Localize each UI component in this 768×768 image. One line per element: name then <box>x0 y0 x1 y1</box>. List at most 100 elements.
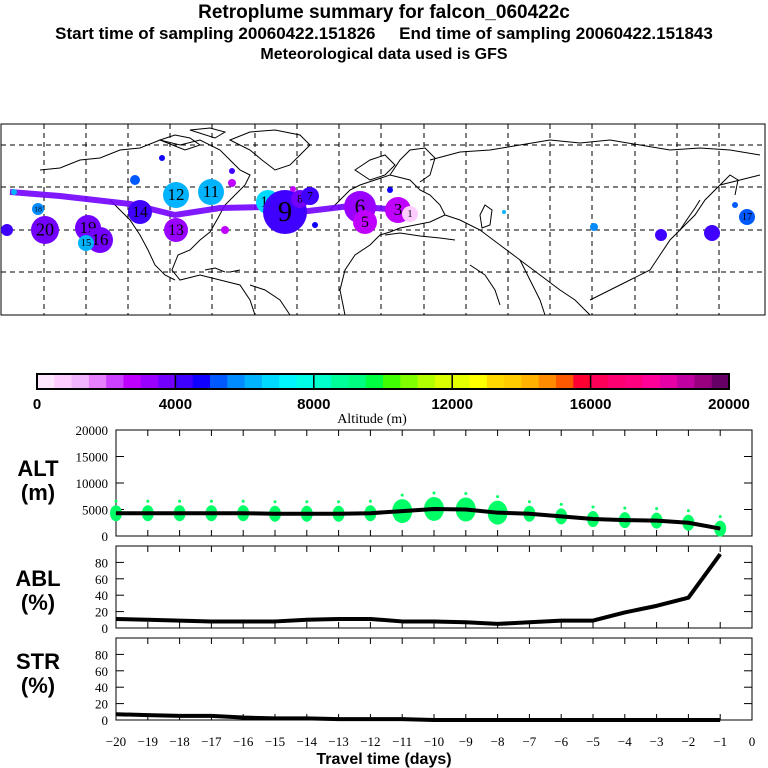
start-time-label: Start time of sampling 20060422.151826 <box>55 24 376 43</box>
cluster-label: 17 <box>742 212 752 223</box>
data-point <box>115 618 117 620</box>
colorbar-swatch <box>659 374 678 389</box>
plume-cluster: 15 <box>78 235 94 251</box>
x-tick-label: −6 <box>554 734 568 749</box>
end-time-label: End time of sampling 20060422.151843 <box>399 24 713 43</box>
data-point <box>624 519 626 521</box>
data-point <box>433 719 435 721</box>
cluster-circle <box>31 216 59 244</box>
colorbar-swatch <box>123 374 142 389</box>
data-point <box>687 522 689 524</box>
series-line <box>116 506 721 531</box>
series-line <box>115 553 722 626</box>
data-point <box>115 713 117 715</box>
colorbar-tick-label: 4000 <box>159 396 192 413</box>
colorbar-swatch <box>590 374 609 389</box>
data-point <box>179 512 181 514</box>
data-point <box>210 620 212 622</box>
map-panel: 20191817161514131211109876531 <box>0 123 766 316</box>
cluster-blob-minor <box>400 493 404 497</box>
cluster-circle <box>128 200 152 224</box>
cluster-blob-minor <box>559 502 563 506</box>
y-tick-label: 40 <box>95 588 108 603</box>
coastline <box>719 174 739 196</box>
minor-cluster <box>11 189 17 195</box>
y-tick-label: 20000 <box>76 423 109 438</box>
coastline <box>189 127 227 139</box>
data-point <box>147 714 149 716</box>
minor-cluster <box>229 168 235 174</box>
plume-cluster: 5 <box>353 210 377 234</box>
data-point <box>719 553 721 555</box>
colorbar-frame <box>36 373 730 390</box>
data-point <box>115 512 117 514</box>
x-tick-label: −5 <box>586 734 600 749</box>
data-point <box>624 611 626 613</box>
cluster-label: 9 <box>278 197 292 228</box>
data-point <box>306 619 308 621</box>
data-point <box>497 623 499 625</box>
minor-cluster <box>312 222 318 228</box>
cluster-blob-minor <box>305 500 309 504</box>
coastlines <box>39 127 761 316</box>
data-point <box>306 717 308 719</box>
data-point <box>242 620 244 622</box>
panel-ylabel: ABL <box>15 566 60 591</box>
cluster-circle <box>87 227 113 253</box>
data-point <box>560 719 562 721</box>
cluster-label: 11 <box>203 182 219 201</box>
plume-track: 20191817161514131211109876531 <box>1 155 755 253</box>
x-tick-label: −13 <box>328 734 348 749</box>
data-point <box>528 719 530 721</box>
x-tick-label: −11 <box>392 734 412 749</box>
minor-cluster <box>590 223 598 231</box>
data-point <box>210 715 212 717</box>
colorbar-swatch <box>365 374 384 389</box>
data-point <box>497 719 499 721</box>
cluster-blob-minor <box>655 507 659 511</box>
map-frame <box>0 123 766 316</box>
coastline <box>228 129 311 171</box>
data-point <box>719 719 721 721</box>
data-point <box>179 620 181 622</box>
x-tick-label: −12 <box>360 734 380 749</box>
colorbar-swatch <box>642 374 661 389</box>
colorbar-swatch <box>400 374 419 389</box>
data-point <box>210 512 212 514</box>
cluster-blob-minor <box>114 499 118 503</box>
colorbar-swatch <box>711 374 730 389</box>
y-tick-label: 0 <box>102 621 109 636</box>
data-point <box>719 528 721 530</box>
colorbar-swatch <box>677 374 695 389</box>
cluster-circle <box>402 206 418 222</box>
plume-cluster: 14 <box>128 200 152 224</box>
data-point <box>433 508 435 510</box>
x-tick-label: −16 <box>233 734 254 749</box>
data-point <box>656 520 658 522</box>
colorbar-swatch <box>434 374 453 389</box>
data-point <box>147 619 149 621</box>
cluster-blob-minor <box>209 499 213 503</box>
coastline <box>204 267 241 273</box>
plume-cluster: 20 <box>31 216 59 244</box>
x-axis-title: Travel time (days) <box>316 751 451 768</box>
data-point <box>369 618 371 620</box>
minor-cluster <box>655 229 667 241</box>
panel-frame <box>115 637 753 721</box>
y-tick-label: 20 <box>95 605 108 620</box>
cluster-blob-minor <box>337 500 341 504</box>
colorbar-swatch <box>383 374 401 389</box>
plume-cluster: 7 <box>301 187 319 205</box>
x-tick-label: −1 <box>713 734 727 749</box>
plume-cluster: 17 <box>739 209 755 225</box>
y-tick-label: 10000 <box>76 476 109 491</box>
minor-cluster <box>130 175 140 185</box>
cluster-blob-minor <box>432 491 436 495</box>
data-point <box>687 719 689 721</box>
cluster-label: 1 <box>407 209 412 220</box>
x-tick-label: −9 <box>459 734 473 749</box>
cluster-blob-minor <box>273 500 277 504</box>
panel-frame <box>115 545 753 629</box>
x-tick-label: −10 <box>424 734 444 749</box>
